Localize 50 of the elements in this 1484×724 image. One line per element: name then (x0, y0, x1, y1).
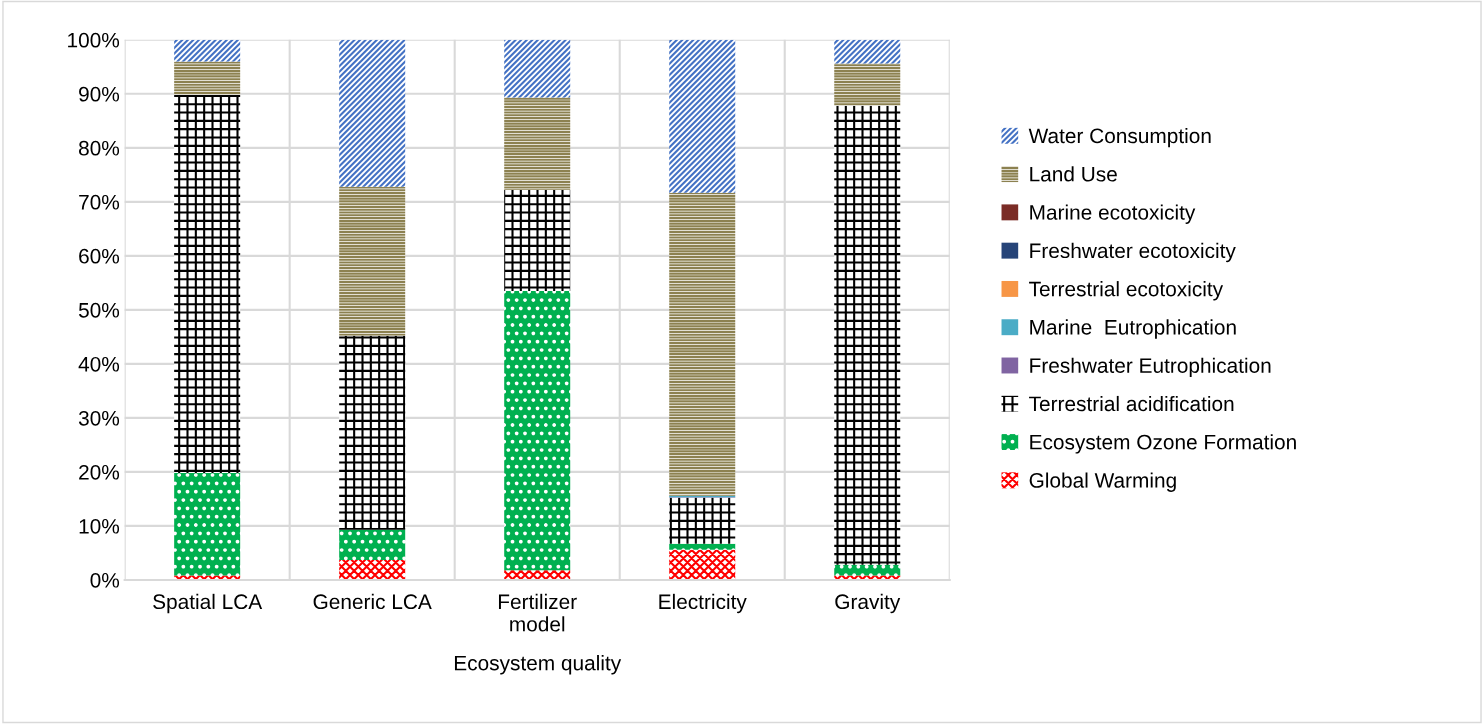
bar (669, 543, 736, 550)
legend-label: Marine ecotoxicity (1030, 204, 1196, 224)
legend-label: Terrestrial ecotoxicity (1029, 281, 1224, 301)
y-tick-label: 20% (79, 464, 120, 480)
x-axis-title: Ecosystem quality (454, 655, 622, 675)
bar (669, 549, 736, 580)
legend-label: Freshwater ecotoxicity (1030, 242, 1236, 263)
bar (834, 63, 901, 106)
legend-label: Land Use (1030, 166, 1117, 182)
bar (339, 529, 406, 560)
y-tick-label: 10% (79, 518, 120, 534)
bar (174, 61, 241, 95)
x-tick-label: Fertilizer model (498, 593, 577, 632)
bar (669, 39, 736, 193)
x-tick-label: Spatial LCA (153, 593, 263, 614)
bar (834, 105, 901, 565)
legend-label: Freshwater Eutrophication (1030, 357, 1271, 378)
y-tick-label: 30% (78, 410, 120, 426)
legend-label: Water Consumption (1028, 127, 1211, 148)
bar (339, 186, 406, 336)
x-tick-label: Generic LCA (313, 593, 432, 610)
bar (504, 189, 571, 291)
bar (669, 497, 736, 544)
y-tick-label: 90% (79, 86, 120, 102)
y-tick-label: 40% (78, 356, 120, 372)
bar (339, 559, 406, 580)
y-tick-label: 50% (78, 302, 120, 318)
bar (504, 39, 571, 98)
x-tick-label: Electricity (659, 593, 747, 614)
y-tick-label: 100% (68, 32, 120, 48)
legend-label: Terrestrial acidification (1029, 395, 1234, 412)
bar (339, 39, 406, 187)
bar (669, 192, 736, 496)
bar (504, 570, 571, 580)
x-tick-label: Gravity (835, 593, 901, 614)
y-tick-label: 60% (79, 248, 120, 264)
legend-label: Global Warming (1029, 472, 1176, 492)
bar (504, 290, 571, 571)
bar (339, 335, 406, 530)
bar (504, 97, 571, 190)
bar (174, 94, 241, 473)
y-tick-label: 80% (79, 140, 120, 156)
legend-label: Marine Eutrophication (1030, 319, 1236, 339)
y-tick-label: 0% (90, 572, 120, 588)
bar (174, 472, 241, 576)
bar (834, 564, 901, 576)
y-tick-label: 70% (79, 194, 120, 210)
bar (174, 39, 241, 62)
legend-label: Ecosystem Ozone Formation (1030, 434, 1296, 454)
bar (834, 39, 901, 64)
